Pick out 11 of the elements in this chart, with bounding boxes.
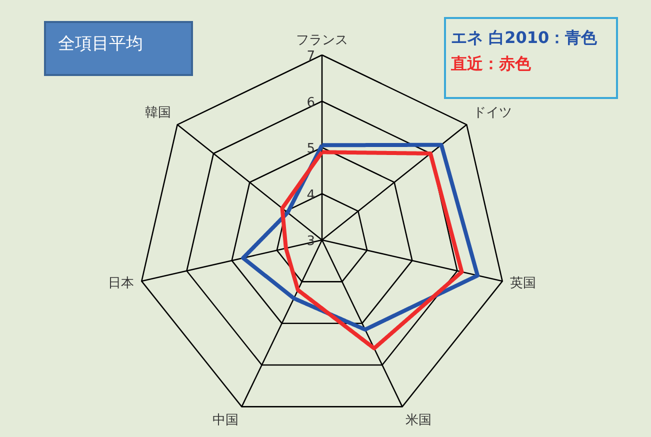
y-tick-label: 7 <box>306 49 315 64</box>
text: エネ 白2010：青色 <box>451 28 598 47</box>
text: 直近：赤色 <box>450 54 532 73</box>
spoke-label: フランス <box>296 33 348 48</box>
spoke-label: 日本 <box>108 276 134 291</box>
spoke-label: ドイツ <box>472 106 512 121</box>
chart-title: 全項目平均 <box>58 34 143 54</box>
spoke-label: 韓国 <box>145 106 172 121</box>
spoke-label: 米国 <box>406 412 432 428</box>
spoke-label: 英国 <box>510 276 536 291</box>
spoke-label: 中国 <box>212 412 238 428</box>
